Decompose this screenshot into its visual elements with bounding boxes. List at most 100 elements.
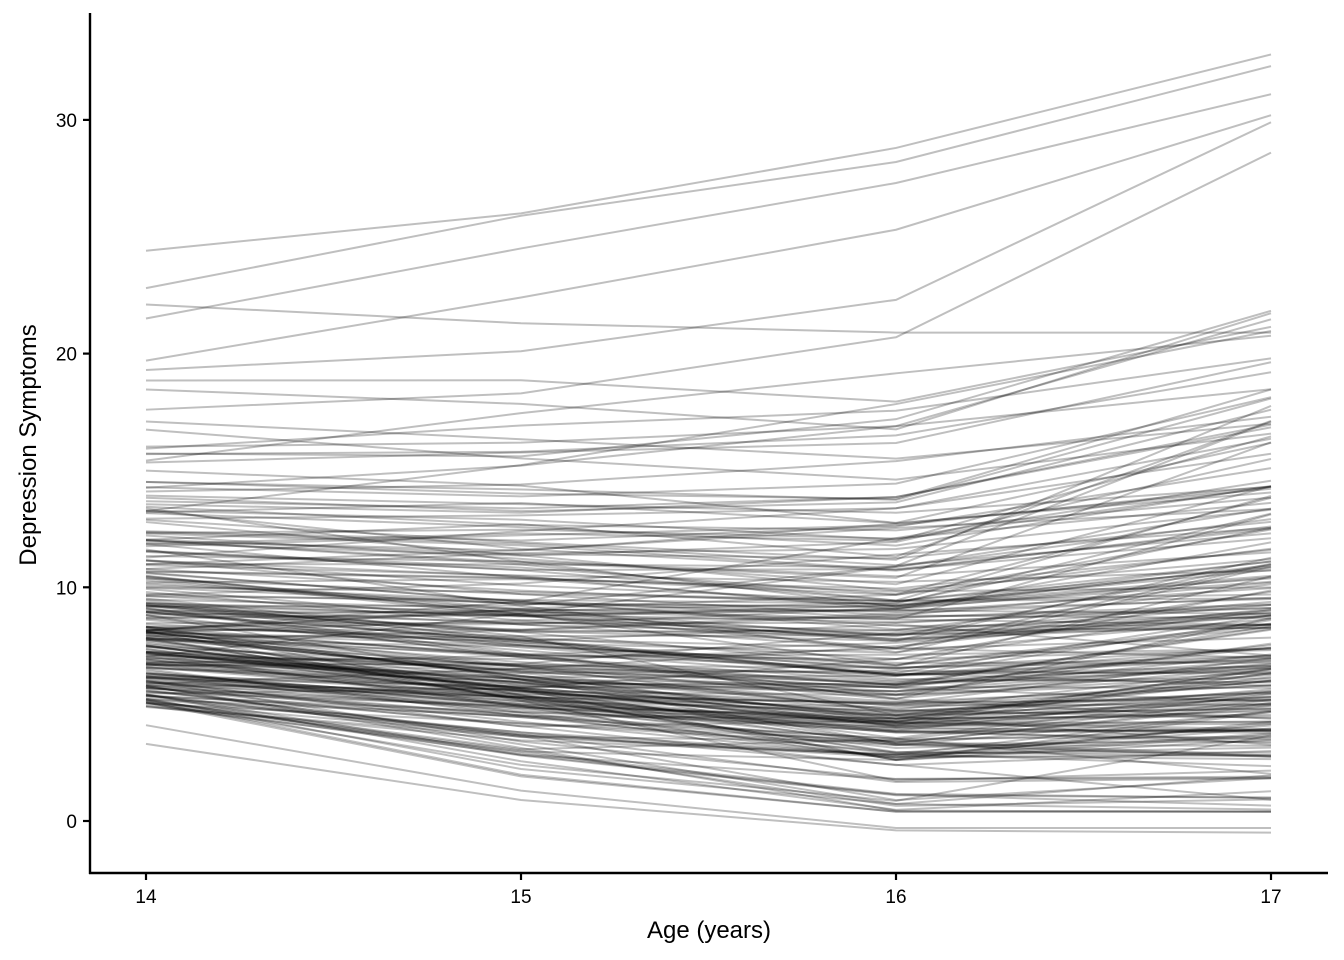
trajectory-line <box>145 567 1272 606</box>
trajectory-line <box>145 606 1272 700</box>
trajectory-line <box>145 636 1272 703</box>
trajectory-line <box>145 614 1272 641</box>
trajectory-line <box>145 676 1272 709</box>
trajectory-line <box>145 648 1272 665</box>
trajectory-line <box>145 485 1272 586</box>
trajectory-line <box>145 371 1272 456</box>
trajectory-line <box>145 668 1272 721</box>
trajectory-line <box>145 673 1272 720</box>
trajectory-line <box>145 607 1272 685</box>
trajectory-line <box>145 656 1272 696</box>
trajectory-line <box>145 309 1272 458</box>
trajectory-line <box>145 636 1272 660</box>
trajectory-line <box>145 603 1272 638</box>
trajectory-line <box>145 396 1272 498</box>
trajectory-line <box>145 663 1272 727</box>
trajectory-line <box>145 548 1272 654</box>
trajectory-line <box>145 699 1271 813</box>
trajectory-line <box>145 572 1272 631</box>
trajectory-line <box>145 609 1272 660</box>
trajectory-line <box>145 574 1272 636</box>
trajectory-line <box>145 702 1272 742</box>
trajectory-line <box>145 685 1272 741</box>
trajectory-line <box>145 638 1272 758</box>
trajectory-line <box>145 665 1272 740</box>
trajectory-line <box>145 637 1272 758</box>
trajectory-line <box>145 629 1272 670</box>
trajectory-line <box>145 423 1272 510</box>
trajectory-line <box>145 485 1272 548</box>
trajectory-line <box>145 584 1272 619</box>
trajectory-line <box>145 583 1272 632</box>
trajectory-line <box>145 151 1272 411</box>
trajectory-line <box>145 479 1272 632</box>
trajectory-line <box>145 660 1272 707</box>
trajectory-line <box>145 507 1272 566</box>
trajectory-line <box>145 699 1272 799</box>
trajectory-line <box>145 646 1272 688</box>
trajectory-line <box>145 599 1272 678</box>
trajectory-line <box>145 547 1272 632</box>
trajectory-line <box>145 485 1272 547</box>
trajectory-line <box>145 631 1272 686</box>
trajectory-line <box>145 672 1272 744</box>
y-axis-title: Depression Symptoms <box>15 324 42 565</box>
trajectory-line <box>145 680 1272 759</box>
trajectory-line <box>145 611 1272 671</box>
trajectory-line <box>145 597 1272 717</box>
trajectory-line <box>145 601 1272 677</box>
trajectory-line <box>145 508 1272 571</box>
trajectory-line <box>145 594 1272 659</box>
trajectory-line <box>145 598 1272 632</box>
trajectory-line <box>145 672 1272 712</box>
trajectory-line <box>145 501 1272 540</box>
trajectory-line <box>145 617 1272 676</box>
trajectory-line <box>145 608 1272 636</box>
trajectory-line <box>145 689 1272 761</box>
trajectory-line <box>145 452 1272 559</box>
trajectory-line <box>145 507 1272 658</box>
trajectory-line <box>145 702 1272 807</box>
trajectory-line <box>145 541 1272 611</box>
trajectory-line <box>145 334 1272 462</box>
trajectory-line <box>145 644 1272 762</box>
trajectory-line <box>145 565 1272 608</box>
trajectory-line <box>145 650 1272 719</box>
x-tick-label: 17 <box>1260 887 1281 908</box>
trajectory-line <box>145 653 1272 693</box>
trajectory-line <box>145 600 1272 667</box>
trajectory-line <box>145 602 1272 626</box>
trajectory-line <box>145 491 1272 525</box>
trajectory-line <box>145 526 1272 616</box>
trajectory-line <box>145 666 1272 686</box>
x-tick-label: 15 <box>510 887 531 908</box>
trajectory-line <box>145 641 1272 715</box>
trajectory-line <box>145 518 1272 568</box>
trajectory-line <box>145 699 1272 751</box>
trajectory-line <box>145 606 1272 634</box>
x-tick-label: 14 <box>135 887 157 908</box>
trajectory-line <box>145 698 1272 799</box>
trajectory-line <box>145 701 1272 802</box>
trajectory-line <box>145 694 1272 757</box>
y-tick-label: 0 <box>66 812 77 833</box>
trajectory-line <box>145 496 1272 532</box>
trajectory-line <box>145 603 1272 625</box>
trajectory-line <box>145 627 1272 684</box>
trajectory-line <box>145 671 1272 750</box>
trajectory-line <box>145 329 1272 512</box>
trajectory-line <box>145 668 1272 745</box>
trajectory-line <box>145 556 1272 642</box>
trajectory-line <box>145 564 1272 628</box>
trajectory-line <box>145 684 1272 813</box>
trajectory-line <box>145 576 1272 640</box>
trajectory-line <box>145 676 1272 689</box>
trajectory-line <box>145 630 1272 782</box>
trajectory-line <box>145 675 1272 729</box>
trajectory-line <box>145 640 1272 719</box>
trajectory-line <box>145 686 1272 740</box>
trajectory-line <box>145 695 1272 735</box>
trajectory-line <box>145 652 1272 714</box>
trajectory-line <box>145 614 1272 696</box>
